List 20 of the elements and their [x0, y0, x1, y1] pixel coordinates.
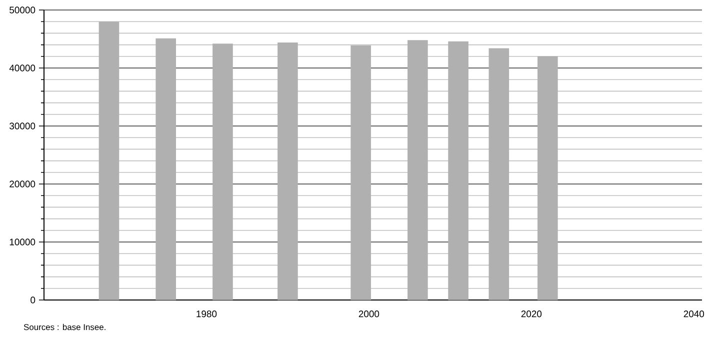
bar — [156, 38, 176, 300]
bar — [538, 56, 558, 300]
bar — [408, 40, 428, 300]
x-tick-label: 2000 — [358, 310, 380, 318]
x-tick-label: 2040 — [684, 310, 704, 318]
bar — [350, 45, 371, 300]
y-tick-label: 0 — [30, 296, 36, 304]
y-tick-label: 50000 — [10, 6, 36, 14]
x-tick-label: 1980 — [196, 310, 217, 318]
y-tick-label: 40000 — [9, 64, 36, 72]
bar — [448, 41, 468, 300]
y-tick-label: 10000 — [10, 238, 36, 246]
x-tick-label: 2020 — [521, 310, 542, 318]
bar — [488, 48, 510, 300]
bar — [98, 22, 120, 300]
bar — [212, 44, 233, 300]
y-tick-label: 20000 — [10, 180, 36, 188]
source-note: Sources : base Insee. — [24, 324, 106, 330]
y-tick-label: 30000 — [10, 122, 36, 130]
bar — [278, 42, 298, 300]
